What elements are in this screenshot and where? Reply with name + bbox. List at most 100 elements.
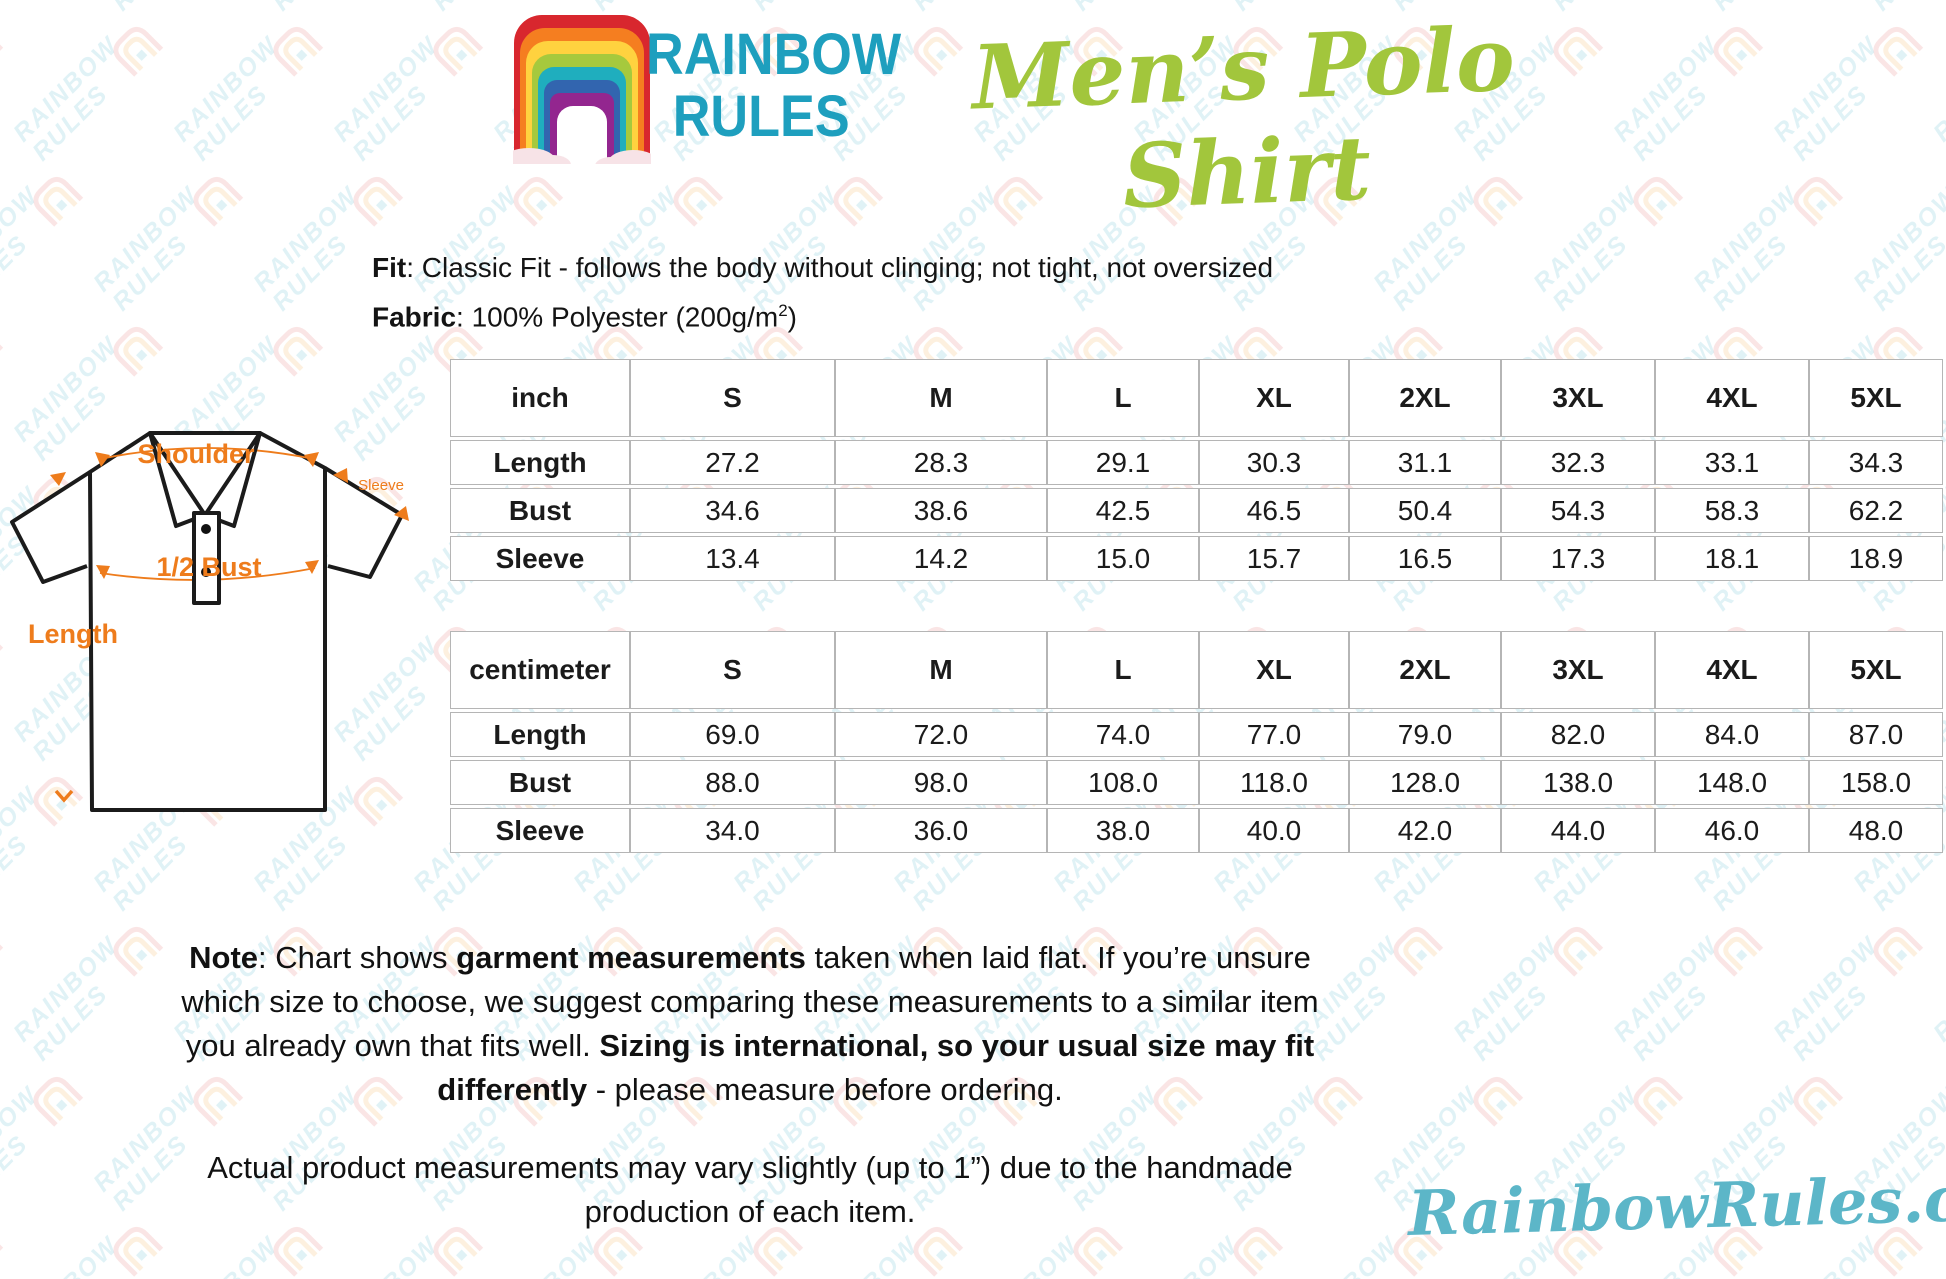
size-table-inch: inch S M L XL 2XL 3XL 4XL 5XL Length 27.2 28.3 29.1 3…: [450, 356, 1943, 584]
polo-measurement-diagram: Shoulder Sleeve 1/2 Bust Length: [10, 431, 409, 812]
measurement-value-cell: 128.0: [1349, 760, 1501, 805]
button-icon: [201, 524, 211, 534]
logo-word-rules: RULES: [672, 84, 850, 149]
left-sleeve: [10, 470, 92, 584]
measurement-value-cell: 54.3: [1501, 488, 1655, 533]
measurement-value-cell: 46.5: [1199, 488, 1349, 533]
watermark-rainbow-icon: [1793, 176, 1844, 227]
site-wordmark: RainbowRules.com: [1407, 1159, 1946, 1251]
sleeve-arrow-tip-icon: [394, 506, 409, 521]
measurement-row: Bust 34.6 38.6 42.5 46.5 50.4 54.3 58.3 62.2: [450, 488, 1943, 533]
measurement-value-cell: 48.0: [1809, 808, 1943, 853]
size-header-row: centimeter S M L XL 2XL 3XL 4XL 5XL: [450, 631, 1943, 709]
right-sleeve: [323, 466, 404, 579]
size-column-header: S: [630, 631, 835, 709]
size-column-header: 3XL: [1501, 359, 1655, 437]
measurement-label-cell: Bust: [450, 488, 630, 533]
measurement-value-cell: 13.4: [630, 536, 835, 581]
length-label: Length: [28, 619, 118, 649]
unit-header-cell: inch: [450, 359, 630, 437]
measurement-value-cell: 82.0: [1501, 712, 1655, 757]
shirt-body: [88, 431, 327, 812]
measurement-value-cell: 58.3: [1655, 488, 1809, 533]
measurement-value-cell: 16.5: [1349, 536, 1501, 581]
fit-line: Fit: Classic Fit - follows the body with…: [372, 246, 1273, 289]
measurement-value-cell: 38.0: [1047, 808, 1199, 853]
measurement-value-cell: 31.1: [1349, 440, 1501, 485]
size-column-header: 5XL: [1809, 631, 1943, 709]
measurement-value-cell: 32.3: [1501, 440, 1655, 485]
collar-left-flap: [148, 431, 207, 528]
measurement-value-cell: 62.2: [1809, 488, 1943, 533]
measurement-label-cell: Sleeve: [450, 808, 630, 853]
measurement-value-cell: 14.2: [835, 536, 1047, 581]
shoulder-label: Shoulder: [137, 439, 254, 469]
watermark-rainbow-icon: [273, 26, 324, 77]
measurement-row: Length 69.0 72.0 74.0 77.0 79.0 82.0 84.0 87.0: [450, 712, 1943, 757]
watermark-rainbow-icon: [113, 326, 164, 377]
measurement-value-cell: 98.0: [835, 760, 1047, 805]
watermark-rainbow-icon: [33, 1076, 84, 1127]
size-column-header: L: [1047, 631, 1199, 709]
logo-wordmark: RAINBOW RULES: [646, 24, 901, 149]
measurement-value-cell: 87.0: [1809, 712, 1943, 757]
measurement-value-cell: 79.0: [1349, 712, 1501, 757]
watermark-rainbow-icon: [1393, 926, 1444, 977]
measurement-value-cell: 108.0: [1047, 760, 1199, 805]
bust-arrow-left-icon: [96, 565, 110, 579]
watermark-rainbow-icon: [0, 926, 4, 977]
bust-arrow-right-icon: [305, 560, 319, 574]
watermark-rainbow-icon: [1473, 1076, 1524, 1127]
variance-paragraph: Actual product measurements may vary sli…: [150, 1146, 1350, 1234]
measurement-value-cell: 42.5: [1047, 488, 1199, 533]
measurement-value-cell: 17.3: [1501, 536, 1655, 581]
size-column-header: 4XL: [1655, 631, 1809, 709]
measurement-value-cell: 138.0: [1501, 760, 1655, 805]
sleeve-arrow-inner-icon: [333, 468, 348, 483]
measurement-value-cell: 84.0: [1655, 712, 1809, 757]
measurement-label-cell: Length: [450, 712, 630, 757]
measurement-value-cell: 36.0: [835, 808, 1047, 853]
shoulder-arrow-left-icon: [95, 452, 110, 467]
watermark-rainbow-icon: [1873, 26, 1924, 77]
fit-fabric-block: Fit: Classic Fit - follows the body with…: [372, 246, 1273, 338]
watermark-rainbow-icon: [273, 326, 324, 377]
measurement-value-cell: 34.3: [1809, 440, 1943, 485]
measurement-value-cell: 18.1: [1655, 536, 1809, 581]
size-column-header: 4XL: [1655, 359, 1809, 437]
measurement-value-cell: 46.0: [1655, 808, 1809, 853]
sleeve-arrow-left-icon: [50, 472, 66, 486]
measurement-label-cell: Sleeve: [450, 536, 630, 581]
button-icon: [201, 567, 211, 577]
fabric-text: : 100% Polyester (200g/m: [456, 301, 779, 333]
watermark-rainbow-icon: [193, 176, 244, 227]
note-line: Note: Chart shows garment measurements t…: [189, 940, 1311, 975]
